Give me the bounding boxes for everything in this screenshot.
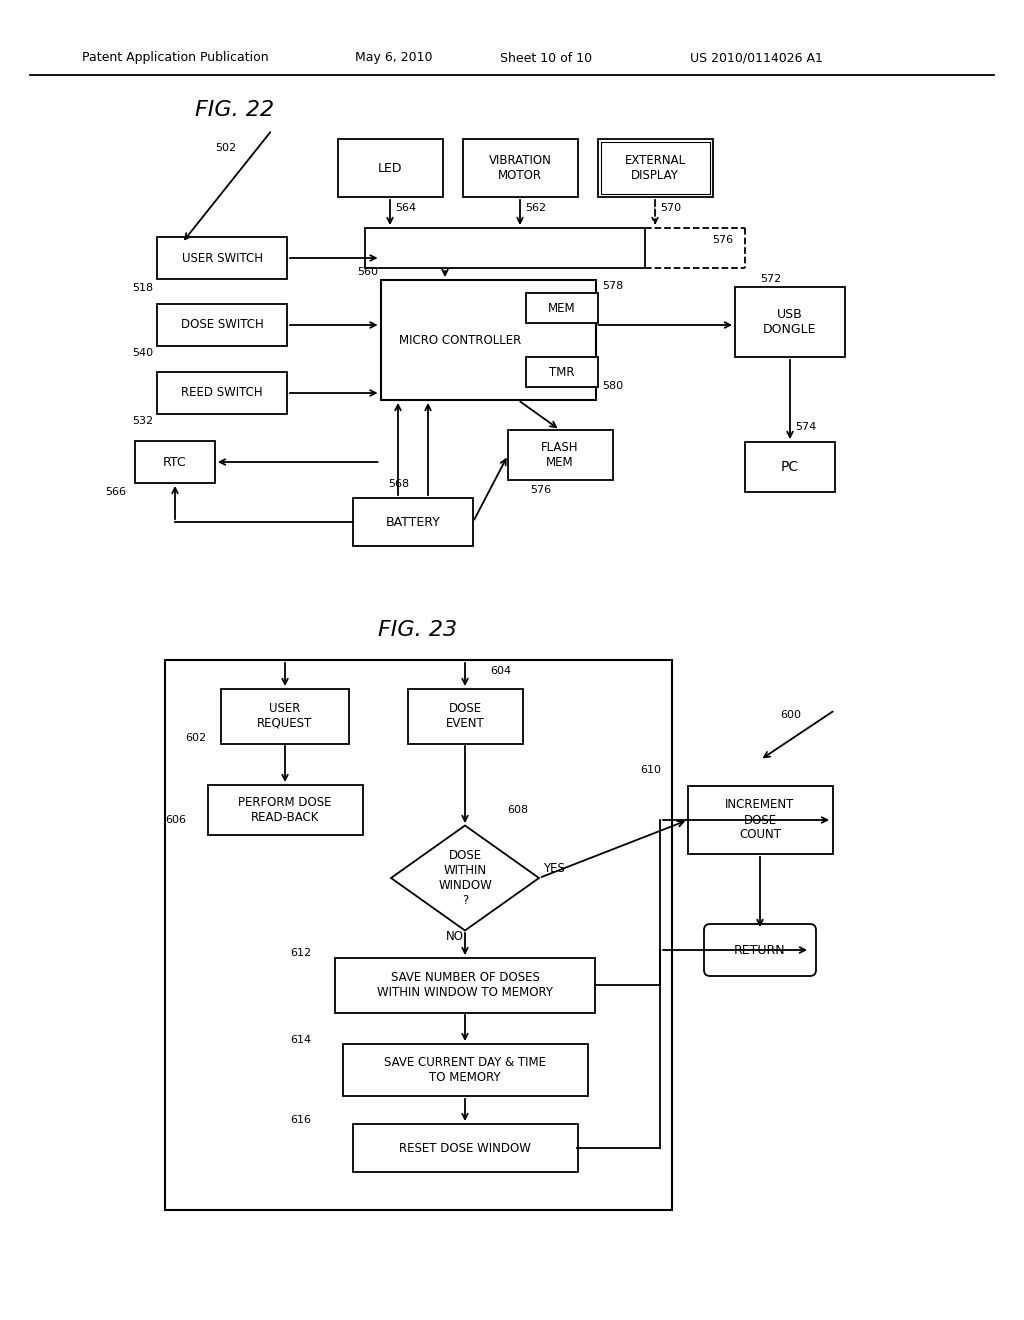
Bar [335, 957, 595, 1012]
Text: 566: 566 [105, 487, 126, 498]
Text: 532: 532 [132, 416, 154, 426]
Text: FIG. 22: FIG. 22 [195, 100, 274, 120]
Bar [157, 304, 287, 346]
Polygon shape [391, 825, 539, 931]
Text: BATTERY: BATTERY [386, 516, 440, 528]
Text: DOSE
WITHIN
WINDOW
?: DOSE WITHIN WINDOW ? [438, 849, 492, 907]
Text: 572: 572 [760, 275, 781, 284]
Bar [135, 441, 215, 483]
Bar [365, 228, 645, 268]
Text: 540: 540 [132, 348, 154, 358]
Text: 580: 580 [602, 381, 624, 391]
Text: 560: 560 [357, 267, 379, 277]
Bar [221, 689, 349, 743]
Bar [381, 280, 596, 400]
Text: Patent Application Publication: Patent Application Publication [82, 51, 268, 65]
Text: 604: 604 [490, 667, 511, 676]
Text: 606: 606 [165, 814, 186, 825]
Bar [526, 293, 598, 323]
Text: SAVE NUMBER OF DOSES
WITHIN WINDOW TO MEMORY: SAVE NUMBER OF DOSES WITHIN WINDOW TO ME… [377, 972, 553, 999]
Text: 564: 564 [395, 203, 416, 213]
Text: USER SWITCH: USER SWITCH [181, 252, 262, 264]
Text: EXTERNAL
DISPLAY: EXTERNAL DISPLAY [625, 154, 685, 182]
FancyBboxPatch shape [705, 924, 816, 975]
Text: 600: 600 [780, 710, 801, 719]
Text: 608: 608 [507, 805, 528, 814]
Text: INCREMENT
DOSE
COUNT: INCREMENT DOSE COUNT [725, 799, 795, 842]
Text: US 2010/0114026 A1: US 2010/0114026 A1 [690, 51, 823, 65]
Text: 578: 578 [602, 281, 624, 290]
Text: MICRO CONTROLLER: MICRO CONTROLLER [399, 334, 521, 346]
Text: Sheet 10 of 10: Sheet 10 of 10 [500, 51, 592, 65]
Text: 602: 602 [185, 733, 206, 743]
Text: 518: 518 [132, 282, 154, 293]
Text: RESET DOSE WINDOW: RESET DOSE WINDOW [399, 1142, 530, 1155]
Bar [508, 430, 612, 480]
Bar [597, 139, 713, 197]
Text: PERFORM DOSE
READ-BACK: PERFORM DOSE READ-BACK [239, 796, 332, 824]
Bar [600, 143, 710, 194]
Text: 610: 610 [640, 766, 662, 775]
Text: MEM: MEM [548, 301, 575, 314]
Bar [165, 660, 672, 1210]
Text: NO: NO [446, 929, 464, 942]
Bar [208, 785, 362, 836]
Text: REED SWITCH: REED SWITCH [181, 387, 263, 400]
Text: USB
DONGLE: USB DONGLE [763, 308, 817, 337]
Text: FLASH
MEM: FLASH MEM [542, 441, 579, 469]
Bar [687, 785, 833, 854]
Text: 562: 562 [525, 203, 546, 213]
Text: 574: 574 [795, 422, 816, 432]
Text: 502: 502 [215, 143, 237, 153]
Bar [353, 498, 473, 546]
Text: TMR: TMR [549, 366, 574, 379]
Text: RTC: RTC [163, 455, 186, 469]
Bar [157, 238, 287, 279]
Text: FIG. 23: FIG. 23 [378, 620, 457, 640]
Text: DOSE SWITCH: DOSE SWITCH [180, 318, 263, 331]
Text: VIBRATION
MOTOR: VIBRATION MOTOR [488, 154, 552, 182]
Text: 576: 576 [530, 484, 551, 495]
Bar [463, 139, 578, 197]
Bar [157, 372, 287, 414]
Text: 576: 576 [712, 235, 733, 246]
Bar [338, 139, 442, 197]
Bar [526, 356, 598, 387]
Text: USER
REQUEST: USER REQUEST [257, 702, 312, 730]
Bar [735, 286, 845, 356]
Text: DOSE
EVENT: DOSE EVENT [445, 702, 484, 730]
Text: YES: YES [543, 862, 565, 874]
Text: 614: 614 [290, 1035, 311, 1045]
Bar [352, 1125, 578, 1172]
Text: 568: 568 [388, 479, 410, 488]
Bar [745, 442, 835, 492]
Text: 570: 570 [660, 203, 681, 213]
Text: 616: 616 [290, 1115, 311, 1125]
Text: SAVE CURRENT DAY & TIME
TO MEMORY: SAVE CURRENT DAY & TIME TO MEMORY [384, 1056, 546, 1084]
Text: RETURN: RETURN [734, 944, 785, 957]
Bar [342, 1044, 588, 1096]
Text: LED: LED [378, 161, 402, 174]
Text: PC: PC [781, 459, 799, 474]
Text: May 6, 2010: May 6, 2010 [355, 51, 432, 65]
Bar [408, 689, 522, 743]
Text: 612: 612 [290, 948, 311, 958]
